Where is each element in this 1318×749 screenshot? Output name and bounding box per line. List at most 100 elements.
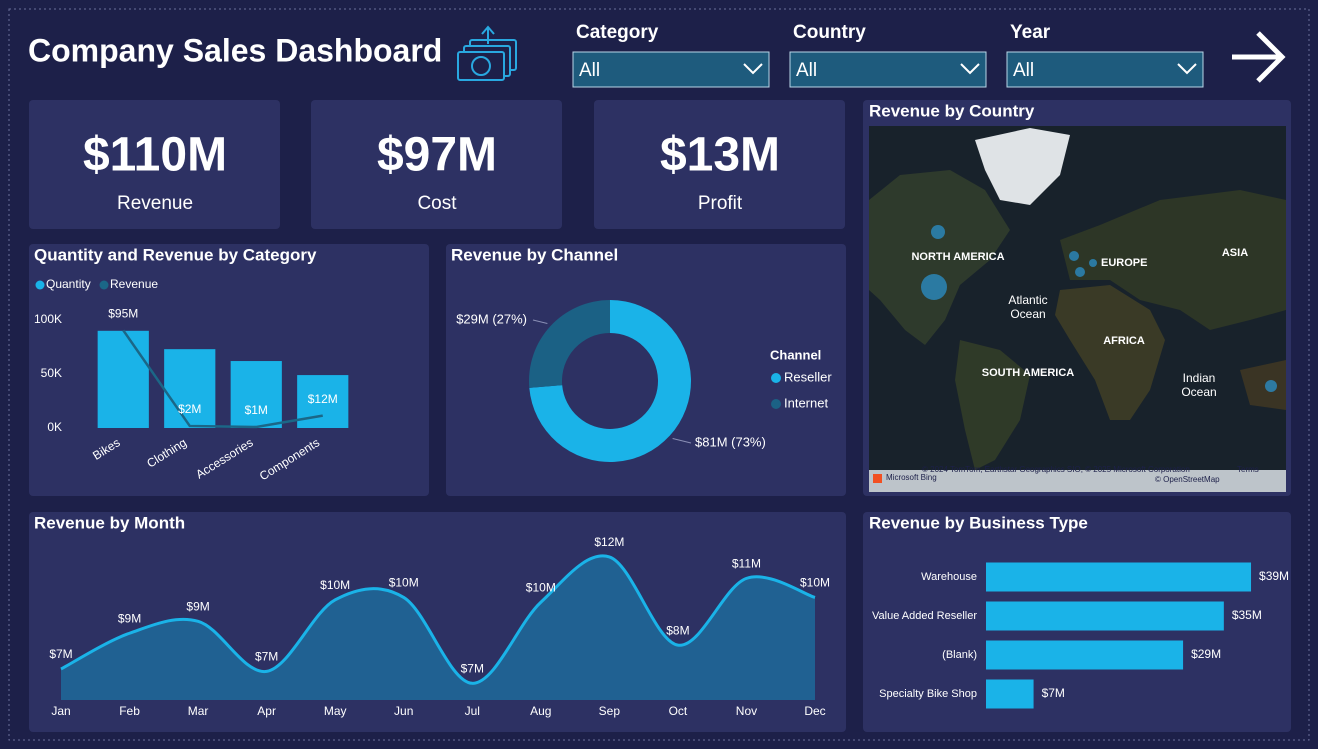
legend-dot — [99, 280, 109, 290]
frame — [8, 8, 1310, 741]
kpi-card — [29, 100, 280, 229]
kpi-value: $13M — [660, 129, 780, 182]
data-label: $9M — [118, 611, 141, 625]
legend-title: Channel — [770, 347, 821, 362]
x-tick-label: Jun — [394, 704, 413, 718]
antarctica — [869, 470, 1286, 492]
data-label: $7M — [49, 647, 72, 661]
legend-dot — [771, 373, 781, 383]
dropdown[interactable]: All — [1006, 51, 1204, 88]
map-label: NORTH AMERICA — [911, 251, 1004, 263]
data-label: $35M — [1232, 608, 1262, 622]
dropdown-chevron[interactable] — [1177, 63, 1197, 75]
dropdown[interactable]: All — [789, 51, 987, 88]
map: NORTH AMERICA EUROPEASIAAtlanticOceanAFRI… — [869, 126, 1286, 492]
x-tick-label: Mar — [188, 704, 209, 718]
next-arrow[interactable] — [1232, 31, 1286, 83]
x-tick-label: Oct — [669, 704, 688, 718]
dropdown[interactable]: All — [572, 51, 770, 88]
y-tick-label: Warehouse — [921, 571, 977, 583]
x-tick-label: Feb — [119, 704, 140, 718]
map-title: Revenue by Country — [869, 101, 1035, 120]
dropdown-value[interactable]: All — [1013, 60, 1034, 81]
dropdown-chevron[interactable] — [960, 63, 980, 75]
data-label: $12M — [594, 535, 624, 549]
bubbles — [921, 225, 1277, 392]
data-label: $9M — [186, 599, 209, 613]
filters: Category All Country All Year All — [572, 22, 1204, 88]
filter-label: Category — [576, 22, 659, 43]
dropdown-chevron[interactable] — [743, 63, 763, 75]
data-label: $10M — [320, 578, 350, 592]
leader-line — [672, 437, 692, 444]
legend-dot — [35, 280, 45, 290]
y-tick-label: Specialty Bike Shop — [879, 688, 977, 700]
data-label: $29M — [1191, 647, 1221, 661]
dropdown-box[interactable] — [1006, 51, 1204, 88]
kpi-value: $97M — [377, 129, 497, 182]
data-label: $12M — [308, 392, 338, 406]
data-label: $7M — [1042, 686, 1065, 700]
kpi-value: $110M — [83, 129, 227, 182]
map-label: SOUTH AMERICA — [982, 367, 1075, 379]
data-label: $8M — [666, 623, 689, 637]
filter-label: Country — [793, 22, 866, 43]
filter-label: Year — [1010, 22, 1051, 43]
dropdown-value[interactable]: All — [796, 60, 817, 81]
dashboard-title: Company Sales Dashboard — [28, 32, 442, 68]
x-tick-label: Aug — [530, 704, 551, 718]
kpi-card — [311, 100, 562, 229]
dropdown-box[interactable] — [789, 51, 987, 88]
y-tick-label: (Blank) — [942, 649, 977, 661]
data-label: $29M (27%) — [456, 311, 527, 326]
leader-line — [532, 319, 548, 325]
y-tick-label: 100K — [34, 312, 62, 326]
map-label: EUROPE — [1101, 257, 1147, 269]
x-tick-label: Jan — [51, 704, 70, 718]
map-label: Atlantic — [1008, 293, 1047, 307]
data-label: $10M — [526, 580, 556, 594]
donut-slice — [529, 300, 610, 388]
legend-label: Revenue — [110, 277, 158, 291]
x-tick-label: Jul — [465, 704, 480, 718]
data-label: $2M — [178, 402, 201, 416]
y-tick-label: 50K — [41, 366, 62, 380]
land — [1240, 360, 1286, 410]
land — [869, 170, 1010, 345]
dropdown-box[interactable] — [572, 51, 770, 88]
revenue-line — [122, 329, 323, 429]
land — [955, 340, 1030, 470]
bing-logo — [873, 474, 882, 483]
chart-title: Revenue by Business Type — [869, 513, 1088, 532]
money-icon — [457, 25, 517, 81]
y-tick-label: Value Added Reseller — [872, 610, 977, 622]
map-label: Ocean — [1010, 307, 1045, 321]
data-label: $7M — [255, 650, 278, 664]
kpi-label: Cost — [417, 193, 457, 214]
map-label: AFRICA — [1103, 335, 1145, 347]
kpi-cards: $110M Revenue $97M Cost $13M Profit — [29, 100, 845, 229]
map-label: Ocean — [1181, 385, 1216, 399]
map-attribution: Microsoft Bing — [886, 473, 937, 482]
y-tick-label: 0K — [47, 420, 62, 434]
line — [60, 554, 816, 685]
kpi-card — [594, 100, 845, 229]
legend-dot — [771, 399, 781, 409]
bar — [986, 640, 1184, 670]
chart-title: Quantity and Revenue by Category — [34, 245, 317, 264]
data-label: $39M — [1259, 569, 1289, 583]
category-panel — [29, 244, 429, 496]
legend-label: Quantity — [46, 277, 91, 291]
data-label: $11M — [732, 557, 761, 571]
legend-label: Internet — [784, 395, 828, 410]
data-label: $10M — [800, 576, 830, 590]
dropdown-value[interactable]: All — [579, 60, 600, 81]
map-attribution[interactable]: © OpenStreetMap — [1155, 475, 1220, 484]
map-attribution[interactable]: Terms — [1237, 465, 1259, 474]
bar — [164, 349, 216, 428]
donut-slice — [529, 300, 691, 463]
x-tick-label: Apr — [257, 704, 276, 718]
chart-title: Revenue by Channel — [451, 245, 618, 264]
x-tick-label: May — [324, 704, 347, 718]
